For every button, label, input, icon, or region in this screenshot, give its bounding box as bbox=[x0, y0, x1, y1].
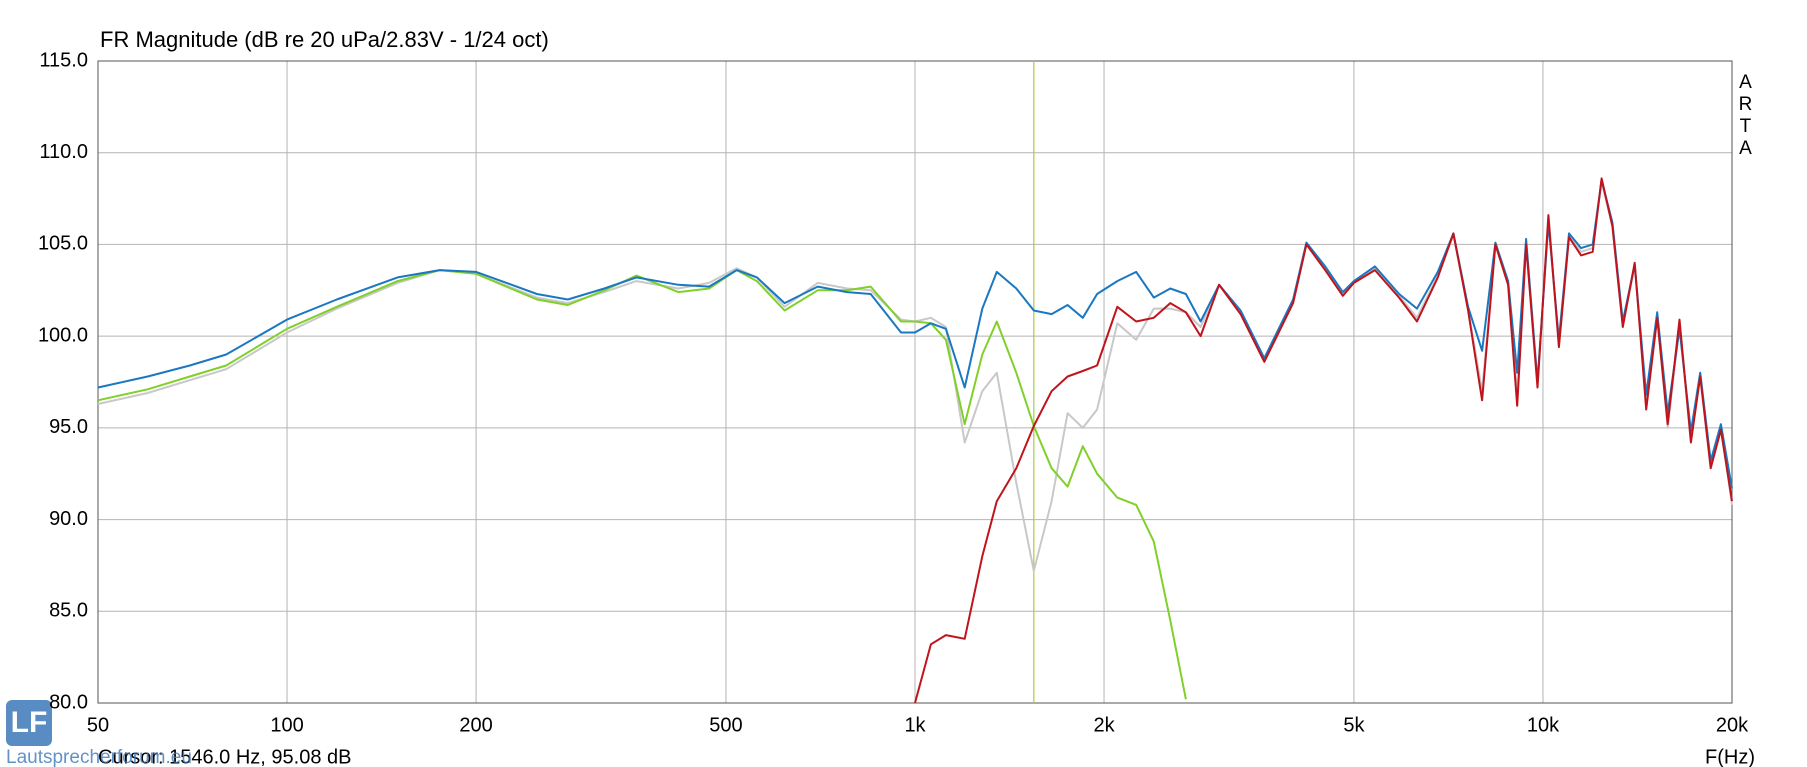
x-tick-label: 2k bbox=[1093, 714, 1115, 736]
y-tick-label: 100.0 bbox=[38, 324, 88, 346]
x-tick-label: 50 bbox=[87, 714, 109, 736]
y-tick-label: 90.0 bbox=[49, 508, 88, 530]
series-line bbox=[914, 177, 1733, 704]
chart-title: FR Magnitude (dB re 20 uPa/2.83V - 1/24 … bbox=[100, 27, 549, 52]
side-label: ARTA bbox=[1735, 72, 1756, 160]
y-tick-label: 95.0 bbox=[49, 416, 88, 438]
y-tick-label: 115.0 bbox=[39, 49, 88, 71]
cursor-readout: Cursor: 1546.0 Hz, 95.08 dB bbox=[98, 746, 351, 767]
watermark-text: Lautsprecherforum.eu bbox=[6, 747, 192, 767]
y-tick-label: 80.0 bbox=[49, 691, 88, 713]
y-tick-label: 110.0 bbox=[39, 141, 88, 163]
watermark-logo: LF bbox=[11, 706, 48, 739]
x-tick-label: 1k bbox=[904, 714, 926, 736]
x-tick-label: 500 bbox=[709, 714, 742, 736]
x-axis-label: F(Hz) bbox=[1705, 746, 1755, 767]
series-line bbox=[97, 269, 1187, 700]
watermark-logo-box bbox=[6, 700, 52, 746]
x-tick-label: 10k bbox=[1527, 714, 1560, 736]
x-tick-label: 5k bbox=[1343, 714, 1365, 736]
y-tick-label: 105.0 bbox=[38, 233, 88, 255]
x-tick-label: 20k bbox=[1716, 714, 1749, 736]
x-tick-label: 200 bbox=[459, 714, 492, 736]
y-tick-label: 85.0 bbox=[49, 600, 88, 622]
x-tick-label: 100 bbox=[270, 714, 303, 736]
